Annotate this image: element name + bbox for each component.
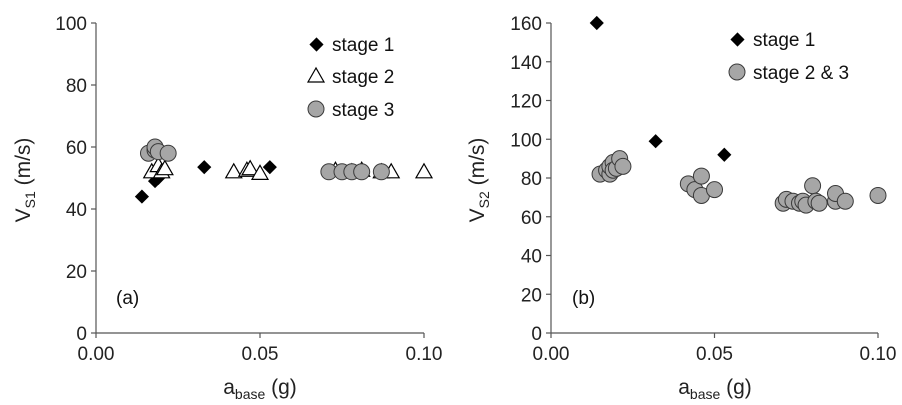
- data-point-stage-2-3: [836, 192, 854, 210]
- data-point-stage-1: [134, 189, 149, 204]
- data-point-stage-3: [372, 163, 390, 181]
- panel-b-ylabel: VS2 (m/s): [466, 138, 492, 223]
- panel-a-label: (a): [116, 288, 139, 309]
- y-tick-label: 20: [521, 285, 542, 306]
- legend-label-stage1: stage 1: [753, 30, 815, 51]
- data-point-stage-3: [159, 144, 177, 162]
- legend-marker-stage2: [306, 66, 326, 83]
- data-point-stage-1: [717, 147, 732, 162]
- data-point-stage-2-3: [804, 177, 822, 195]
- y-tick-label: 80: [521, 169, 542, 190]
- data-point-stage-3: [353, 163, 371, 181]
- y-tick-label: 140: [510, 53, 542, 74]
- legend-marker-stage3: [307, 100, 325, 118]
- panel-a: VS1 (m/s) abase (g) 0 20 40 60 80 100 0.00 0.05…: [12, 14, 442, 402]
- data-point-stage-2-3: [869, 186, 887, 204]
- y-tick-label: 0: [531, 324, 542, 345]
- y-tick-label: 100: [55, 14, 87, 35]
- legend-marker-stage1: [309, 37, 324, 52]
- legend-label-stage2: stage 2: [332, 67, 394, 88]
- data-point-stage-1: [648, 134, 663, 149]
- data-point-stage-2-3: [614, 157, 632, 175]
- panel-a-legend: stage 1 stage 2 stage 3: [306, 35, 394, 121]
- data-point-stage-2-3: [706, 181, 723, 199]
- y-tick-label: 60: [521, 208, 542, 229]
- panel-a-plot: 0 20 40 60 80 100 0.00 0.05 0.10: [55, 14, 442, 365]
- data-point-stage-2: [155, 159, 174, 176]
- y-tick-label: 160: [510, 14, 542, 35]
- y-tick-label: 60: [66, 138, 87, 159]
- data-point-stage-2: [414, 162, 434, 179]
- legend-label-stage23: stage 2 & 3: [753, 63, 849, 84]
- data-point-stage-2: [224, 162, 243, 179]
- y-tick-label: 120: [510, 92, 542, 113]
- x-tick-label: 0.05: [696, 344, 733, 365]
- x-tick-label: 0.00: [533, 344, 570, 365]
- x-tick-label: 0.00: [78, 344, 115, 365]
- data-point-stage-1: [197, 160, 212, 175]
- panel-b: VS2 (m/s) abase (g) 0 20 40 60 80 100 120 140 16…: [466, 14, 896, 402]
- data-point-stage-2-3: [692, 167, 710, 185]
- legend-label-stage3: stage 3: [332, 100, 394, 121]
- data-point-stage-2-3: [810, 194, 828, 212]
- y-tick-label: 40: [66, 200, 87, 221]
- panel-b-xlabel: abase (g): [678, 376, 752, 402]
- y-tick-label: 100: [510, 130, 542, 151]
- data-point-stage-1: [589, 15, 604, 31]
- panel-a-xlabel: abase (g): [223, 376, 297, 402]
- x-tick-label: 0.05: [242, 344, 279, 365]
- x-tick-label: 0.10: [860, 344, 897, 365]
- data-point-stage-2: [250, 164, 270, 180]
- x-tick-label: 0.10: [406, 344, 443, 365]
- y-tick-label: 80: [66, 76, 87, 97]
- panel-b-label: (b): [572, 288, 595, 309]
- data-point-stage-1: [262, 160, 277, 175]
- legend-label-stage1: stage 1: [332, 35, 394, 56]
- panel-b-legend: stage 1 stage 2 & 3: [728, 30, 849, 84]
- legend-marker-stage23: [728, 63, 746, 81]
- y-tick-label: 40: [521, 247, 542, 268]
- legend-marker-stage1: [730, 32, 745, 47]
- panel-b-plot: 0 20 40 60 80 100 120 140 160 0.00 0.05 0.10: [510, 14, 896, 365]
- y-tick-label: 20: [66, 262, 87, 283]
- panel-a-ylabel: VS1 (m/s): [12, 138, 38, 223]
- data-point-stage-2: [241, 159, 260, 176]
- y-tick-label: 0: [76, 324, 87, 345]
